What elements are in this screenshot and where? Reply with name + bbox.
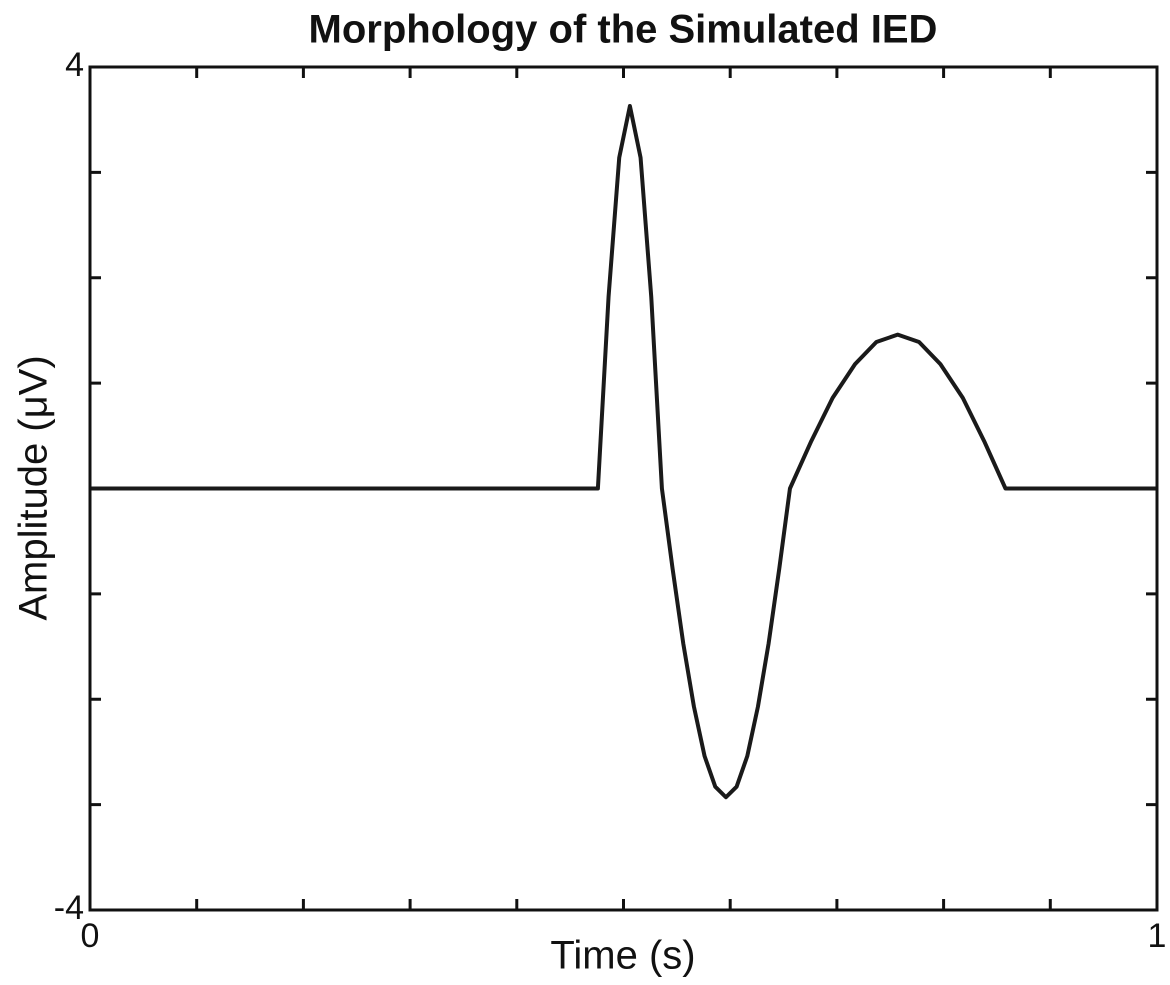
x-tick-label: 1	[1148, 917, 1167, 955]
y-axis-label: Amplitude (μV)	[12, 355, 56, 620]
y-tick-label: -4	[54, 889, 84, 927]
y-tick-label: 4	[65, 46, 84, 84]
data-line	[90, 103, 1157, 800]
plot-frame	[88, 65, 1159, 912]
x-tick-label: 0	[81, 917, 100, 955]
x-axis-label: Time (s)	[550, 934, 695, 978]
chart-title: Morphology of the Simulated IED	[309, 8, 938, 52]
